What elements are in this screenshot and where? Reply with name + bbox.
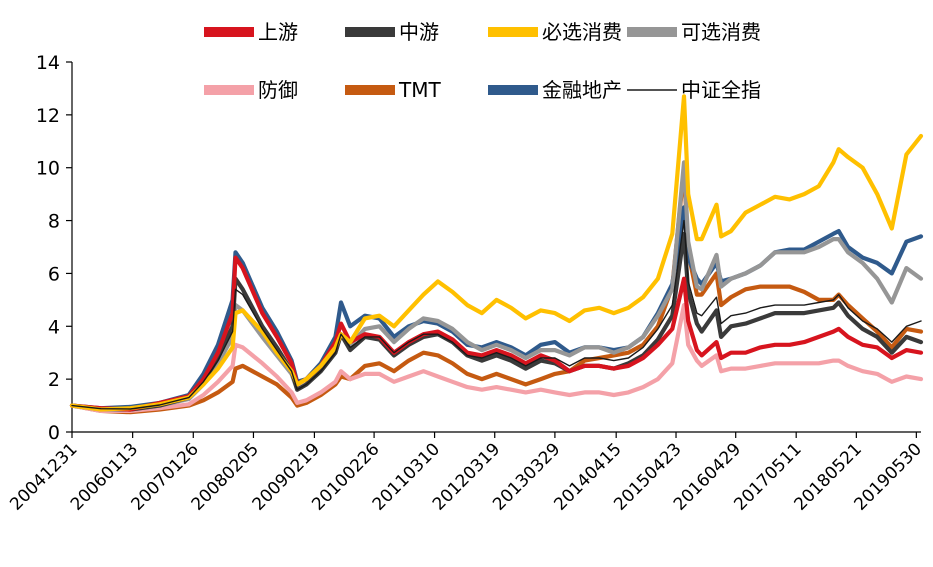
plot-area [69,94,924,415]
legend-label-3: 可选消费 [681,20,761,44]
series-line-5 [69,165,924,415]
y-tick-label: 2 [48,369,60,391]
legend-label-7: 中证全指 [681,78,761,102]
legend-label-0: 上游 [258,20,298,44]
y-tick-label: 14 [36,52,60,74]
legend-label-1: 中游 [399,20,439,44]
legend-label-2: 必选消费 [542,20,622,44]
series-line-3 [69,160,924,412]
series-line-4 [69,303,924,413]
legend-label-5: TMT [398,78,441,102]
series-line-0 [69,255,924,412]
series-line-6 [69,205,924,411]
y-tick-label: 0 [48,422,60,444]
series-line-2 [69,94,924,412]
y-tick-label: 10 [36,158,60,180]
y-tick-label: 12 [36,105,60,127]
legend-label-4: 防御 [258,78,298,102]
legend-label-6: 金融地产 [542,78,622,102]
x-axis: 2004123120060113200701262008020520090219… [6,431,926,515]
y-tick-label: 4 [48,316,60,338]
y-axis: 0 2 4 6 8 10 12 14 [36,52,73,444]
series-line-1 [69,231,924,412]
y-tick-label: 6 [48,263,60,285]
y-tick-label: 8 [48,211,60,233]
series-line-7 [71,219,922,410]
